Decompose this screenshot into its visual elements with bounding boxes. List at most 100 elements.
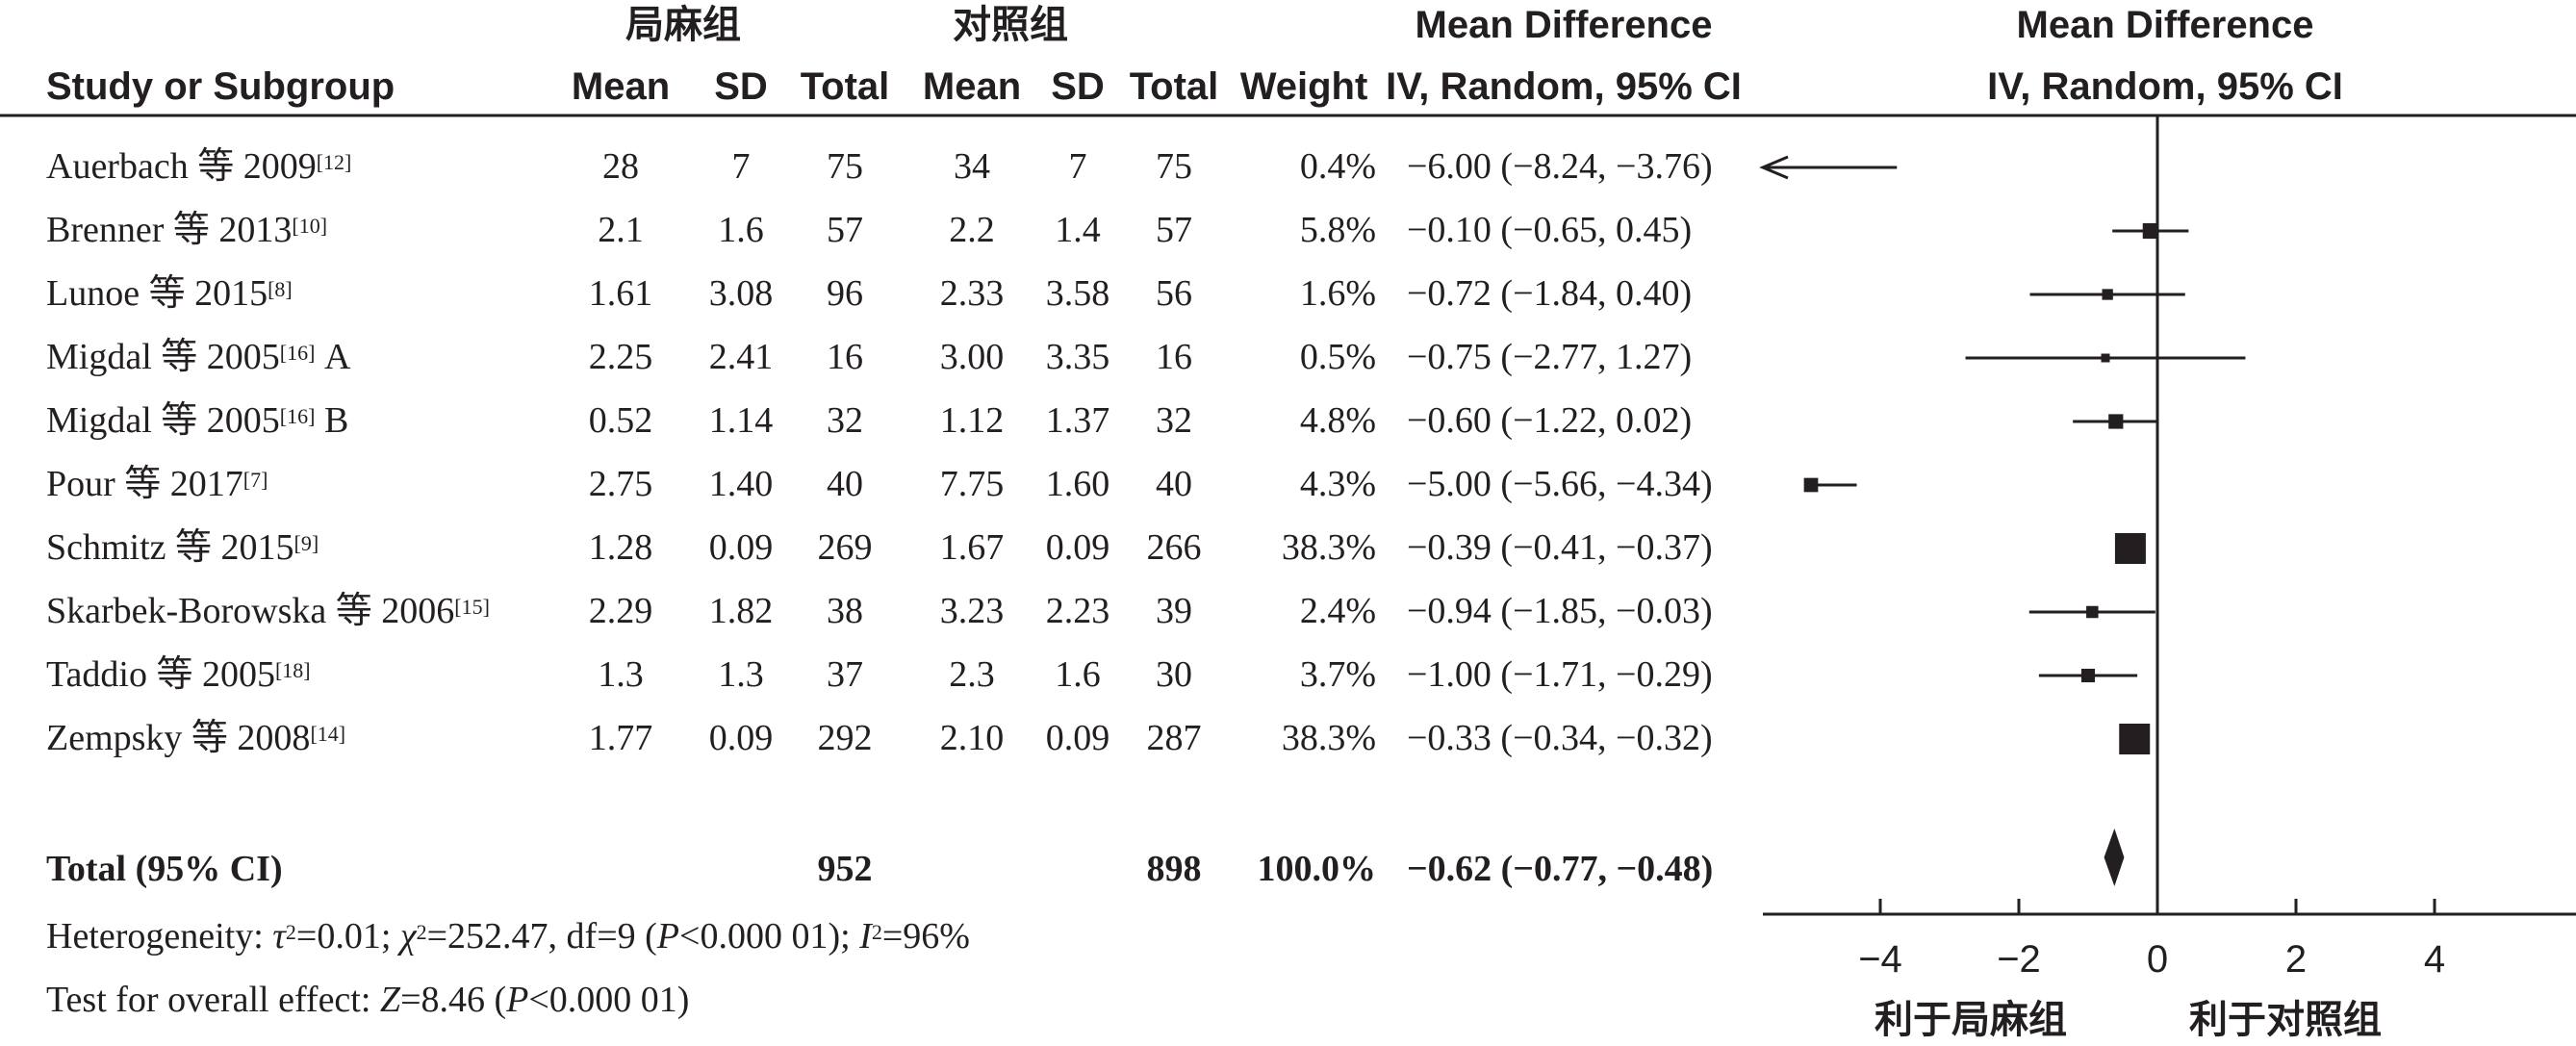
cell-total-exp: 37 bbox=[827, 654, 863, 695]
cell-mean-ctrl: 1.12 bbox=[939, 400, 1005, 441]
cell-total-ctrl: 75 bbox=[1156, 146, 1192, 187]
total-label: Total (95% CI) bbox=[46, 849, 283, 889]
study-ref: [9] bbox=[293, 531, 319, 555]
p-symbol-1: P bbox=[656, 916, 680, 957]
study-name: Migdal 等 2005 bbox=[46, 400, 280, 441]
col-total-ctrl: Total bbox=[1129, 65, 1219, 108]
study-label: Auerbach 等 2009[12] bbox=[46, 144, 351, 189]
study-name: Pour 等 2017 bbox=[46, 464, 243, 504]
total-n-exp: 952 bbox=[817, 849, 873, 889]
p-value-2: <0.000 01) bbox=[528, 980, 690, 1020]
study-ref: [15] bbox=[454, 595, 490, 619]
col-sd-ctrl: SD bbox=[1051, 65, 1105, 108]
cell-total-ctrl: 56 bbox=[1156, 273, 1192, 314]
x-tick-label: −4 bbox=[1858, 938, 1902, 981]
col-weight: Weight bbox=[1239, 65, 1368, 108]
cell-sd-ctrl: 1.37 bbox=[1045, 400, 1110, 441]
study-label: Pour 等 2017[7] bbox=[46, 462, 268, 506]
cell-sd-ctrl: 3.58 bbox=[1045, 273, 1110, 314]
cell-mean-exp: 1.77 bbox=[588, 718, 653, 758]
cell-sd-exp: 0.09 bbox=[708, 718, 774, 758]
chi-value: =252.47, df=9 ( bbox=[426, 916, 657, 957]
study-ref: [14] bbox=[310, 722, 346, 746]
cell-weight: 3.7% bbox=[1299, 654, 1376, 695]
col-sd-exp: SD bbox=[714, 65, 768, 108]
cell-total-exp: 40 bbox=[827, 464, 863, 504]
cell-mean-exp: 0.52 bbox=[588, 400, 653, 441]
study-label: Schmitz 等 2015[9] bbox=[46, 525, 319, 570]
cell-total-ctrl: 39 bbox=[1156, 591, 1192, 631]
col-mean-exp: Mean bbox=[571, 65, 671, 108]
x-tick-label: 0 bbox=[2147, 938, 2168, 981]
point-estimate bbox=[2080, 668, 2096, 683]
effect-prefix: Test for overall effect: bbox=[46, 980, 380, 1020]
cell-total-ctrl: 32 bbox=[1156, 400, 1192, 441]
cell-sd-exp: 1.6 bbox=[718, 210, 764, 250]
cell-mean-ctrl: 2.2 bbox=[949, 210, 995, 250]
point-estimate bbox=[2086, 605, 2099, 619]
cell-ci: −0.94 (−1.85, −0.03) bbox=[1407, 591, 1713, 631]
total-weight: 100.0% bbox=[1257, 849, 1377, 889]
cell-total-ctrl: 287 bbox=[1146, 718, 1202, 758]
cell-ci: −5.00 (−5.66, −4.34) bbox=[1407, 464, 1713, 504]
z-symbol: Z bbox=[379, 980, 401, 1020]
cell-sd-exp: 1.3 bbox=[718, 654, 764, 695]
cell-weight: 0.5% bbox=[1299, 337, 1376, 377]
cell-ci: −0.39 (−0.41, −0.37) bbox=[1407, 527, 1713, 568]
cell-total-exp: 96 bbox=[827, 273, 863, 314]
cell-total-ctrl: 40 bbox=[1156, 464, 1192, 504]
cell-total-ctrl: 57 bbox=[1156, 210, 1192, 250]
cell-mean-ctrl: 34 bbox=[954, 146, 990, 187]
cell-sd-exp: 1.14 bbox=[708, 400, 774, 441]
cell-total-exp: 292 bbox=[817, 718, 873, 758]
cell-sd-exp: 3.08 bbox=[708, 273, 774, 314]
cell-sd-exp: 2.41 bbox=[708, 337, 774, 377]
cell-total-exp: 57 bbox=[827, 210, 863, 250]
heterogeneity-text: Heterogeneity: τ2=0.01; χ2=252.47, df=9 … bbox=[46, 914, 970, 958]
chi-symbol: χ bbox=[399, 916, 417, 957]
point-estimate bbox=[2108, 414, 2124, 429]
cell-mean-exp: 1.61 bbox=[588, 273, 653, 314]
study-label: Taddio 等 2005[18] bbox=[46, 652, 311, 697]
cell-mean-ctrl: 1.67 bbox=[939, 527, 1005, 568]
study-name: Migdal 等 2005 bbox=[46, 337, 280, 377]
cell-sd-ctrl: 0.09 bbox=[1045, 718, 1110, 758]
cell-weight: 2.4% bbox=[1299, 591, 1376, 631]
study-ref: [16] bbox=[279, 341, 316, 365]
group-header-ctrl: 对照组 bbox=[953, 4, 1068, 46]
study-name: Lunoe 等 2015 bbox=[46, 273, 268, 314]
cell-ci: −0.72 (−1.84, 0.40) bbox=[1407, 273, 1693, 314]
study-ref: [18] bbox=[274, 658, 311, 682]
study-name: Schmitz 等 2015 bbox=[46, 527, 294, 568]
study-name: Taddio 等 2005 bbox=[46, 654, 275, 695]
study-label: Brenner 等 2013[10] bbox=[46, 208, 327, 252]
point-estimate bbox=[2102, 289, 2113, 300]
x-tick-label: 4 bbox=[2424, 938, 2445, 981]
study-suffix: A bbox=[315, 337, 351, 377]
study-name: Skarbek-Borowska 等 2006 bbox=[46, 591, 455, 631]
cell-sd-ctrl: 1.4 bbox=[1055, 210, 1101, 250]
plot-method: IV, Random, 95% CI bbox=[1987, 65, 2343, 108]
col-study: Study or Subgroup bbox=[46, 65, 395, 108]
cell-mean-ctrl: 3.00 bbox=[939, 337, 1005, 377]
point-estimate bbox=[2101, 353, 2110, 363]
study-label: Lunoe 等 2015[8] bbox=[46, 271, 293, 316]
cell-weight: 1.6% bbox=[1299, 273, 1376, 314]
cell-weight: 0.4% bbox=[1299, 146, 1376, 187]
cell-mean-exp: 1.28 bbox=[588, 527, 653, 568]
favours-left-label: 利于局麻组 bbox=[1875, 999, 2067, 1041]
cell-total-ctrl: 266 bbox=[1146, 527, 1202, 568]
x-tick-label: −2 bbox=[1997, 938, 2041, 981]
cell-weight: 5.8% bbox=[1299, 210, 1376, 250]
i-symbol: I bbox=[859, 916, 872, 957]
study-ref: [10] bbox=[292, 214, 328, 238]
cell-weight: 38.3% bbox=[1281, 527, 1376, 568]
cell-mean-ctrl: 7.75 bbox=[939, 464, 1005, 504]
cell-total-exp: 269 bbox=[817, 527, 873, 568]
cell-sd-ctrl: 7 bbox=[1068, 146, 1087, 187]
cell-mean-exp: 1.3 bbox=[598, 654, 644, 695]
tau-sq: 2 bbox=[285, 920, 296, 944]
col-total-exp: Total bbox=[800, 65, 890, 108]
p-value-1: <0.000 01); bbox=[679, 916, 860, 957]
